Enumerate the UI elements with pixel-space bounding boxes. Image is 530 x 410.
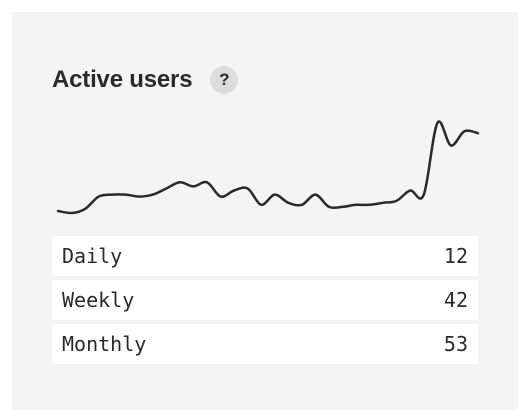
stat-row-weekly: Weekly 42 (52, 280, 478, 320)
stat-label: Daily (62, 244, 123, 268)
card-title: Active users (52, 66, 193, 93)
stat-label: Weekly (62, 288, 135, 312)
stat-value: 12 (443, 244, 468, 268)
stat-value: 42 (443, 288, 468, 312)
stat-label: Monthly (62, 332, 147, 356)
help-icon[interactable]: ? (210, 66, 239, 94)
stat-row-monthly: Monthly 53 (52, 324, 478, 364)
active-users-card: Active users ? Daily 12 Weekly 42 Monthl… (12, 12, 518, 410)
stats-list: Daily 12 Weekly 42 Monthly 53 (52, 236, 478, 368)
sparkline-chart (56, 120, 480, 215)
sparkline-series-line (56, 120, 480, 215)
stat-row-daily: Daily 12 (52, 236, 478, 276)
stat-value: 53 (443, 332, 468, 356)
card-header: Active users ? (52, 66, 239, 94)
